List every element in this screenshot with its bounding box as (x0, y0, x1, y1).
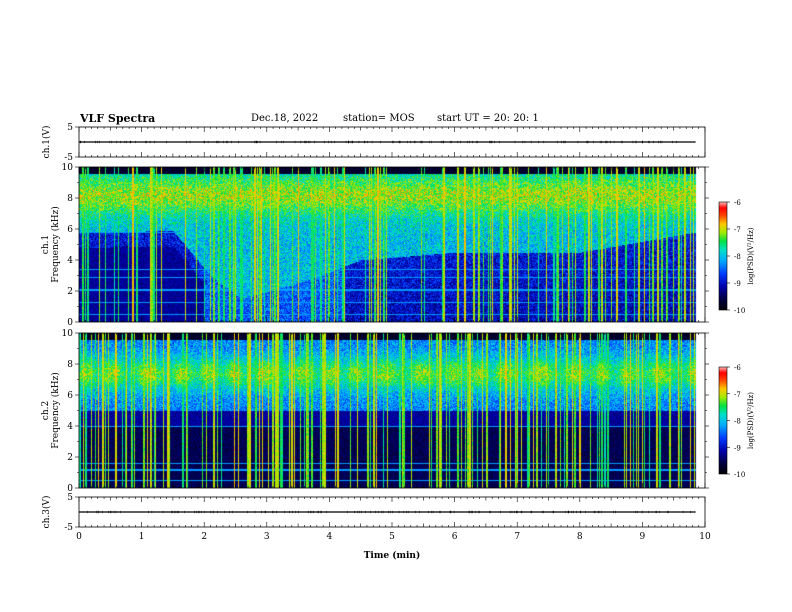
ch1-spectrogram-image (79, 167, 705, 322)
y-axis-label: ch.1(V) (41, 126, 52, 159)
y-tick-label: 10 (62, 163, 74, 173)
y-tick-label: 0 (67, 318, 73, 328)
y-tick-label: 4 (67, 256, 73, 266)
y-tick-label: 4 (67, 422, 73, 432)
colorbar-tick-label: -9 (734, 444, 741, 452)
y-tick-label: 5 (67, 493, 73, 503)
colorbar-tick-label: -6 (734, 199, 741, 207)
y-tick-label: -5 (64, 523, 73, 533)
colorbar-label: log(PSD)(V²/Hz) (747, 227, 755, 284)
y-axis-label: Frequency (kHz) (50, 206, 61, 283)
start-time-label: start UT = 20: 20: 1 (437, 113, 539, 124)
axes-layer: 5 -5 ch.1(V) -6 -7 -8 -9 -10 log(PSD)(V²/Hz) 0 2 4 6… (41, 123, 755, 561)
y-tick-label: 0 (67, 484, 73, 494)
ch2-spectrogram-colorbar (719, 367, 727, 474)
y-tick-label: 8 (67, 194, 73, 204)
y-axis-label: Frequency (kHz) (50, 372, 61, 449)
colorbar-tick-label: -10 (734, 471, 745, 479)
x-tick-label: 10 (699, 532, 711, 542)
y-tick-label: 2 (67, 453, 73, 463)
x-tick-label: 6 (452, 532, 458, 542)
colorbar-label: log(PSD)(V²/Hz) (747, 392, 755, 449)
colorbar-tick-label: -9 (734, 280, 741, 288)
y-tick-label: 6 (67, 391, 73, 401)
y-tick-label: 8 (67, 360, 73, 370)
x-tick-label: 0 (76, 532, 82, 542)
x-tick-label: 9 (640, 532, 646, 542)
spectrogram-images (79, 167, 727, 488)
colorbar-tick-label: -6 (734, 364, 741, 372)
date-label: Dec.18, 2022 (251, 113, 319, 124)
x-tick-label: 8 (577, 532, 583, 542)
y-tick-label: 6 (67, 225, 73, 235)
colorbar-tick-label: -7 (734, 391, 741, 399)
x-tick-label: 5 (389, 532, 395, 542)
x-tick-label: 3 (264, 532, 270, 542)
station-label: station= MOS (343, 113, 415, 124)
ch1-spectrogram-colorbar (719, 202, 727, 310)
colorbar-tick-label: -8 (734, 418, 741, 426)
y-axis-label: ch.1 (41, 235, 51, 254)
y-axis-label: ch.2 (41, 401, 51, 420)
y-tick-label: -5 (64, 153, 73, 163)
figure-title: VLF Spectra (80, 112, 156, 125)
x-axis-label: Time (min) (364, 550, 421, 561)
y-tick-label: 10 (62, 329, 74, 339)
x-tick-label: 2 (201, 532, 207, 542)
y-tick-label: 2 (67, 287, 73, 297)
y-axis-label: ch.3(V) (41, 496, 52, 529)
ch2-spectrogram-image (79, 333, 705, 488)
x-tick-label: 7 (514, 532, 520, 542)
colorbar-tick-label: -8 (734, 253, 741, 261)
colorbar-tick-label: -10 (734, 307, 745, 315)
colorbar-tick-label: -7 (734, 226, 741, 234)
x-tick-label: 1 (139, 532, 145, 542)
y-tick-label: 5 (67, 123, 73, 133)
x-tick-label: 4 (327, 532, 333, 542)
